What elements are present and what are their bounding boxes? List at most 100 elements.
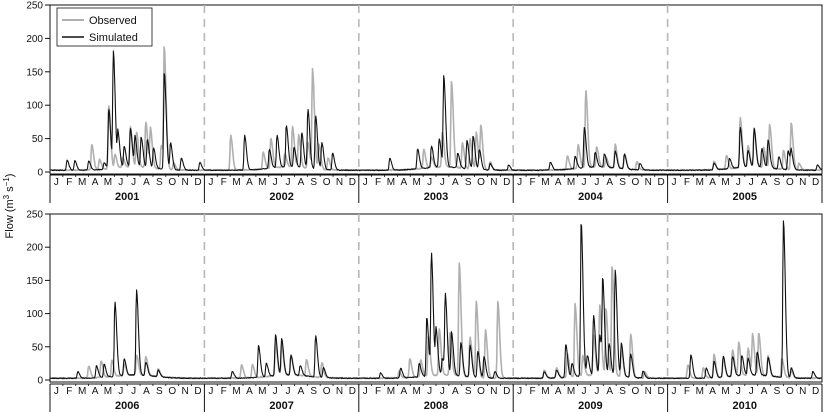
month-label: A (246, 386, 253, 397)
month-label: F (221, 177, 227, 188)
year-label: 2003 (424, 191, 448, 203)
year-label: 2004 (578, 191, 603, 203)
month-label: M (78, 177, 86, 188)
month-label: N (181, 386, 188, 397)
month-label: S (465, 386, 472, 397)
month-label: J (131, 386, 136, 397)
year-label: 2006 (115, 400, 139, 412)
month-label: F (529, 177, 535, 188)
month-label: J (54, 386, 59, 397)
month-label: A (92, 386, 99, 397)
y-tick-label: 250 (26, 210, 43, 221)
month-label: A (92, 177, 99, 188)
month-label: S (619, 386, 626, 397)
month-label: A (709, 386, 716, 397)
month-label: N (181, 177, 188, 188)
month-label: O (477, 386, 485, 397)
month-label: J (672, 177, 677, 188)
month-label: S (619, 177, 626, 188)
month-label: O (168, 386, 176, 397)
month-label: D (812, 177, 819, 188)
month-label: M (413, 386, 421, 397)
month-label: J (118, 386, 123, 397)
month-label: M (104, 177, 112, 188)
month-label: A (761, 177, 768, 188)
month-label: M (567, 386, 575, 397)
month-label: N (490, 386, 497, 397)
month-label: M (387, 177, 395, 188)
month-label: A (452, 386, 459, 397)
y-tick-label: 0 (37, 376, 43, 387)
month-label: S (465, 177, 472, 188)
month-label: M (696, 177, 704, 188)
year-label: 2007 (269, 400, 293, 412)
year-label: 2009 (578, 400, 602, 412)
month-label: J (594, 177, 599, 188)
month-label: S (774, 386, 781, 397)
month-label: O (323, 177, 331, 188)
month-label: A (761, 386, 768, 397)
month-label: O (323, 386, 331, 397)
month-label: J (594, 386, 599, 397)
month-label: O (786, 386, 794, 397)
month-label: F (684, 386, 690, 397)
month-label: S (774, 177, 781, 188)
month-label: M (387, 386, 395, 397)
month-label: D (349, 386, 356, 397)
month-label: S (156, 386, 163, 397)
y-tick-label: 50 (32, 134, 44, 145)
month-label: F (684, 177, 690, 188)
legend-label-observed: Observed (89, 15, 137, 27)
month-label: D (658, 177, 665, 188)
month-label: A (298, 177, 305, 188)
month-label: F (66, 386, 72, 397)
series-line-observed (49, 262, 823, 380)
month-label: J (131, 177, 136, 188)
y-tick-label: 200 (26, 243, 43, 254)
month-label: S (156, 177, 163, 188)
legend-box (56, 7, 153, 47)
month-label: J (517, 177, 522, 188)
month-label: J (286, 386, 291, 397)
y-tick-label: 0 (37, 168, 43, 179)
month-label: J (273, 386, 278, 397)
month-label: J (440, 386, 445, 397)
month-label: N (799, 386, 806, 397)
month-label: A (143, 386, 150, 397)
y-tick-label: 100 (26, 101, 43, 112)
y-tick-label: 250 (26, 1, 43, 12)
month-label: J (749, 177, 754, 188)
month-label: D (812, 386, 819, 397)
month-label: O (632, 177, 640, 188)
month-label: J (118, 177, 123, 188)
month-label: J (363, 386, 368, 397)
month-label: O (477, 177, 485, 188)
month-label: J (286, 177, 291, 188)
y-tick-label: 50 (32, 342, 44, 353)
month-label: M (696, 386, 704, 397)
month-label: J (273, 177, 278, 188)
month-label: J (440, 177, 445, 188)
y-tick-label: 150 (26, 276, 43, 287)
month-label: A (400, 177, 407, 188)
year-label: 2005 (733, 191, 757, 203)
month-label: F (375, 177, 381, 188)
month-label: N (645, 177, 652, 188)
month-label: M (541, 386, 549, 397)
month-label: D (658, 386, 665, 397)
plot-frame (49, 4, 823, 175)
month-label: F (66, 177, 72, 188)
month-label: J (427, 386, 432, 397)
month-label: D (503, 386, 510, 397)
month-label: M (258, 177, 266, 188)
series-line-simulated (49, 220, 823, 380)
month-label: A (606, 386, 613, 397)
month-label: M (104, 386, 112, 397)
y-tick-label: 200 (26, 34, 43, 45)
month-label: M (232, 386, 240, 397)
month-label: S (310, 177, 317, 188)
month-label: M (258, 386, 266, 397)
month-label: F (529, 386, 535, 397)
